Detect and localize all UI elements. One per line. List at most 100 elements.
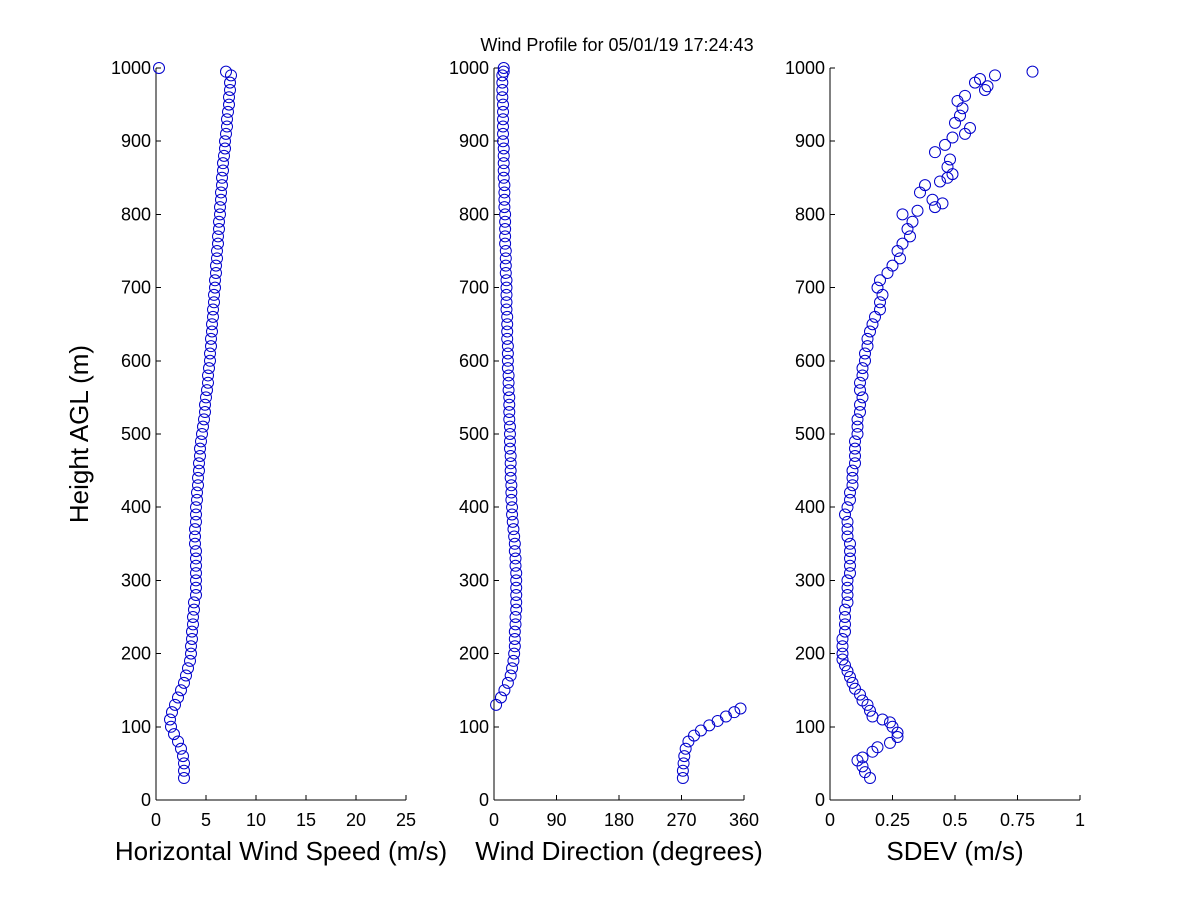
data-point: [194, 449, 206, 462]
y-tick-label: 500: [795, 424, 825, 444]
data-point: [501, 332, 514, 345]
data-point: [500, 274, 513, 287]
data-point: [851, 428, 864, 440]
data-point: [844, 671, 856, 684]
data-point: [846, 479, 859, 492]
y-tick-label: 900: [795, 131, 825, 151]
data-point: [503, 420, 516, 433]
data-point: [836, 647, 849, 660]
data-point: [500, 296, 513, 309]
data-point: [221, 113, 233, 126]
data-point: [844, 552, 856, 565]
x-axis-label: Horizontal Wind Speed (m/s): [115, 836, 447, 866]
x-tick-label: 20: [346, 810, 366, 830]
y-tick-label: 100: [459, 717, 489, 737]
data-point: [676, 772, 689, 785]
data-point: [849, 442, 861, 455]
data-point: [185, 640, 197, 653]
y-tick-label: 600: [459, 351, 489, 371]
data-point: [207, 310, 219, 323]
data-point: [864, 325, 876, 338]
data-point: [509, 559, 522, 572]
data-point: [164, 713, 176, 726]
data-point: [204, 347, 216, 360]
data-point: [841, 581, 854, 594]
data-point: [498, 179, 511, 192]
data-point: [859, 766, 871, 779]
data-point: [500, 303, 513, 316]
data-point: [193, 464, 205, 477]
data-point: [217, 164, 229, 177]
data-point: [501, 362, 514, 375]
data-point: [502, 369, 515, 382]
data-point: [215, 193, 227, 206]
data-point: [951, 94, 964, 107]
data-point: [178, 764, 190, 777]
data-point: [497, 142, 510, 155]
data-point: [506, 501, 519, 514]
data-point: [859, 354, 871, 367]
data-point: [499, 259, 512, 272]
data-point: [221, 120, 233, 133]
data-point: [929, 201, 941, 214]
data-point: [172, 691, 184, 704]
data-point: [499, 215, 512, 228]
data-point: [180, 669, 192, 682]
data-point: [839, 625, 851, 638]
data-point: [185, 647, 197, 660]
data-point: [854, 398, 866, 411]
data-point: [195, 435, 207, 448]
data-point: [849, 449, 861, 462]
data-point: [499, 237, 512, 250]
y-tick-label: 300: [459, 570, 489, 590]
data-point: [854, 376, 866, 389]
x-tick-label: 180: [604, 810, 634, 830]
data-point: [677, 757, 690, 770]
data-point: [866, 710, 879, 723]
data-point: [199, 406, 211, 419]
data-point: [871, 281, 884, 294]
data-point: [500, 288, 513, 301]
data-point: [506, 662, 519, 675]
data-point: [211, 245, 223, 257]
data-point: [501, 340, 514, 353]
data-point: [178, 772, 190, 785]
data-point: [929, 146, 941, 159]
data-point: [510, 567, 523, 580]
data-point: [506, 508, 519, 521]
data-point: [219, 142, 231, 155]
data-point: [222, 105, 234, 118]
data-point: [498, 186, 511, 199]
data-point: [703, 719, 716, 732]
data-point: [503, 413, 516, 426]
data-point: [499, 266, 512, 279]
y-tick-label: 0: [141, 790, 151, 810]
data-point: [190, 589, 202, 602]
data-point: [510, 574, 523, 587]
data-point: [939, 138, 951, 151]
data-point: [197, 420, 209, 433]
data-point: [211, 252, 223, 265]
data-point: [153, 62, 165, 74]
x-tick-label: 25: [396, 810, 416, 830]
data-point: [175, 742, 187, 755]
data-point: [676, 764, 689, 777]
y-tick-label: 800: [121, 204, 151, 224]
data-point: [846, 471, 859, 484]
data-point: [954, 109, 966, 122]
data-point: [190, 508, 202, 521]
y-tick-label: 600: [121, 351, 151, 371]
data-point: [497, 120, 510, 133]
data-point: [946, 131, 959, 144]
y-tick-label: 800: [795, 204, 825, 224]
data-point: [502, 376, 515, 389]
data-point: [841, 589, 854, 602]
data-point: [841, 596, 854, 609]
data-point: [192, 471, 204, 484]
data-point: [919, 179, 931, 192]
data-point: [869, 310, 881, 323]
data-point: [501, 354, 514, 367]
data-point: [851, 420, 864, 433]
data-point: [223, 98, 235, 111]
data-point: [213, 215, 225, 228]
